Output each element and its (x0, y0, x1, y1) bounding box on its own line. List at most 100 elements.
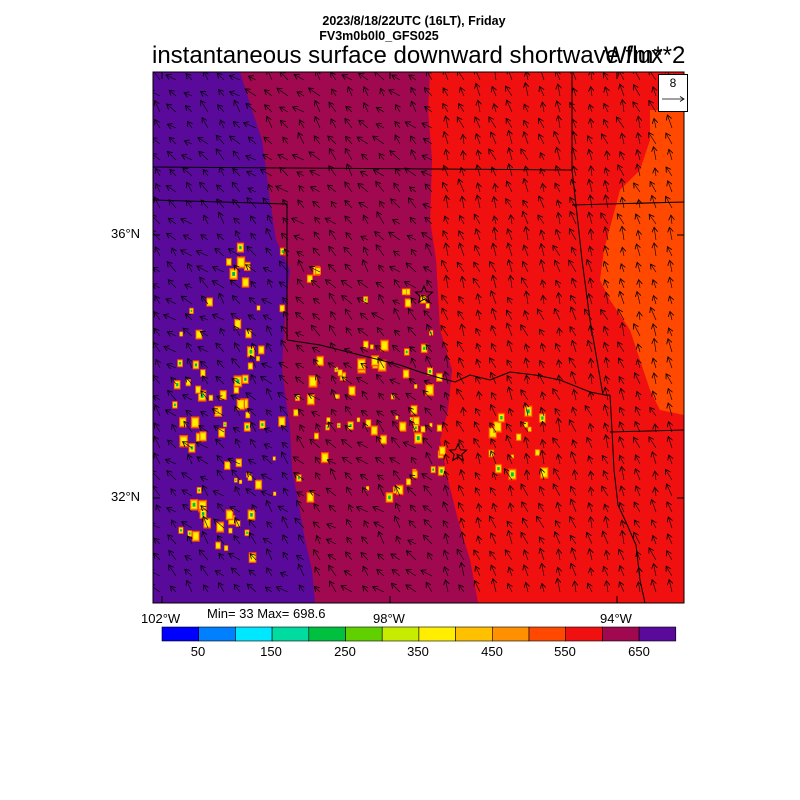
wind-vector (590, 487, 592, 497)
wind-vector (423, 506, 433, 513)
wind-vector (571, 452, 577, 465)
wind-vector (459, 231, 465, 241)
wind-vector (267, 568, 273, 577)
wind-vector (670, 260, 672, 273)
wind-vector (251, 281, 256, 289)
wind-vector (668, 437, 672, 449)
cloud-patch (234, 387, 238, 393)
wind-vector (345, 473, 353, 481)
wind-vector (372, 313, 385, 321)
wind-vector (589, 179, 592, 193)
wind-vector (474, 550, 481, 561)
wind-vector (315, 217, 321, 225)
wind-vector (279, 375, 289, 385)
wind-vector (345, 200, 353, 209)
wind-vector (620, 291, 625, 305)
wind-vector (421, 172, 433, 177)
cloud-patch (310, 377, 316, 385)
wind-vector (584, 309, 593, 321)
wind-vector (357, 507, 369, 513)
wind-vector (508, 584, 512, 593)
cloud-patch (427, 386, 433, 394)
wind-vector (571, 307, 577, 321)
texas-louisiana-border (609, 394, 646, 603)
wind-vector (572, 548, 577, 561)
wind-vector (344, 247, 353, 257)
wind-vector (604, 327, 608, 337)
wind-vector (557, 200, 560, 209)
wind-vector (332, 89, 336, 97)
wind-vector (507, 100, 513, 113)
wind-vector (406, 570, 417, 577)
wind-vector (156, 184, 160, 193)
wind-vector (558, 454, 560, 465)
wind-vector (388, 363, 401, 369)
wind-vector (478, 183, 480, 193)
wind-vector (329, 102, 337, 113)
wind-vector (573, 119, 576, 129)
cloud-patch (219, 430, 224, 436)
wind-vector (154, 328, 161, 337)
wind-vector (268, 279, 272, 289)
lat-label-36n: 36°N (111, 226, 141, 241)
wind-vector (202, 118, 209, 129)
wind-vector (345, 182, 353, 193)
valid-time-label: 2023/8/18/22UTC (16LT), Friday (322, 14, 506, 28)
wind-vector (589, 549, 592, 561)
wind-vector (557, 502, 560, 513)
wind-vector (649, 72, 657, 81)
wind-vector (526, 582, 528, 593)
wind-vector (392, 75, 401, 80)
cloud-patch (197, 331, 201, 338)
cloud-patch (421, 427, 425, 432)
wind-vector (409, 379, 417, 385)
wind-vector (183, 504, 193, 513)
wind-vector (670, 296, 672, 305)
wind-vector (573, 440, 576, 449)
wind-vector (668, 339, 672, 353)
wind-vector (185, 377, 193, 385)
wind-vector (478, 504, 480, 513)
colorbar-swatch (565, 626, 603, 642)
cloud-patch (259, 347, 264, 353)
wind-vector (591, 166, 592, 177)
wind-vector (405, 168, 417, 177)
wind-vector (155, 101, 161, 113)
wind-vector (446, 195, 448, 209)
wind-vector (295, 394, 305, 401)
wind-vector (558, 567, 560, 577)
wind-vector (316, 473, 320, 481)
wind-vector (446, 149, 448, 161)
wind-vector (261, 474, 273, 481)
wind-vector (411, 358, 416, 369)
wind-vector (183, 328, 193, 337)
wind-vector (424, 486, 433, 497)
cloud-patch (414, 426, 417, 430)
wind-vector (556, 280, 560, 289)
wind-vector (572, 340, 576, 353)
wind-vector (296, 364, 305, 368)
wind-vector (345, 216, 353, 225)
wind-vector (425, 217, 433, 225)
wind-vector (155, 247, 161, 257)
wind-vector (523, 262, 529, 273)
wind-vector (604, 261, 608, 273)
wind-vector (201, 412, 209, 416)
wind-vector (268, 184, 272, 193)
wind-vector (573, 132, 576, 145)
wind-vector (424, 311, 433, 321)
wind-vector (392, 437, 401, 449)
wind-vector (478, 150, 480, 161)
wind-vector (359, 73, 369, 81)
wind-vector (606, 581, 608, 593)
cloud-patch (426, 304, 429, 308)
cloud-patch (179, 361, 182, 365)
wind-vector (330, 581, 337, 593)
wind-vector (654, 373, 656, 385)
wind-vector (442, 260, 449, 273)
wind-vector (649, 548, 657, 561)
wind-vector (201, 565, 209, 577)
wind-vector (446, 356, 448, 369)
wind-vector (379, 153, 384, 161)
wind-vector (362, 391, 369, 401)
